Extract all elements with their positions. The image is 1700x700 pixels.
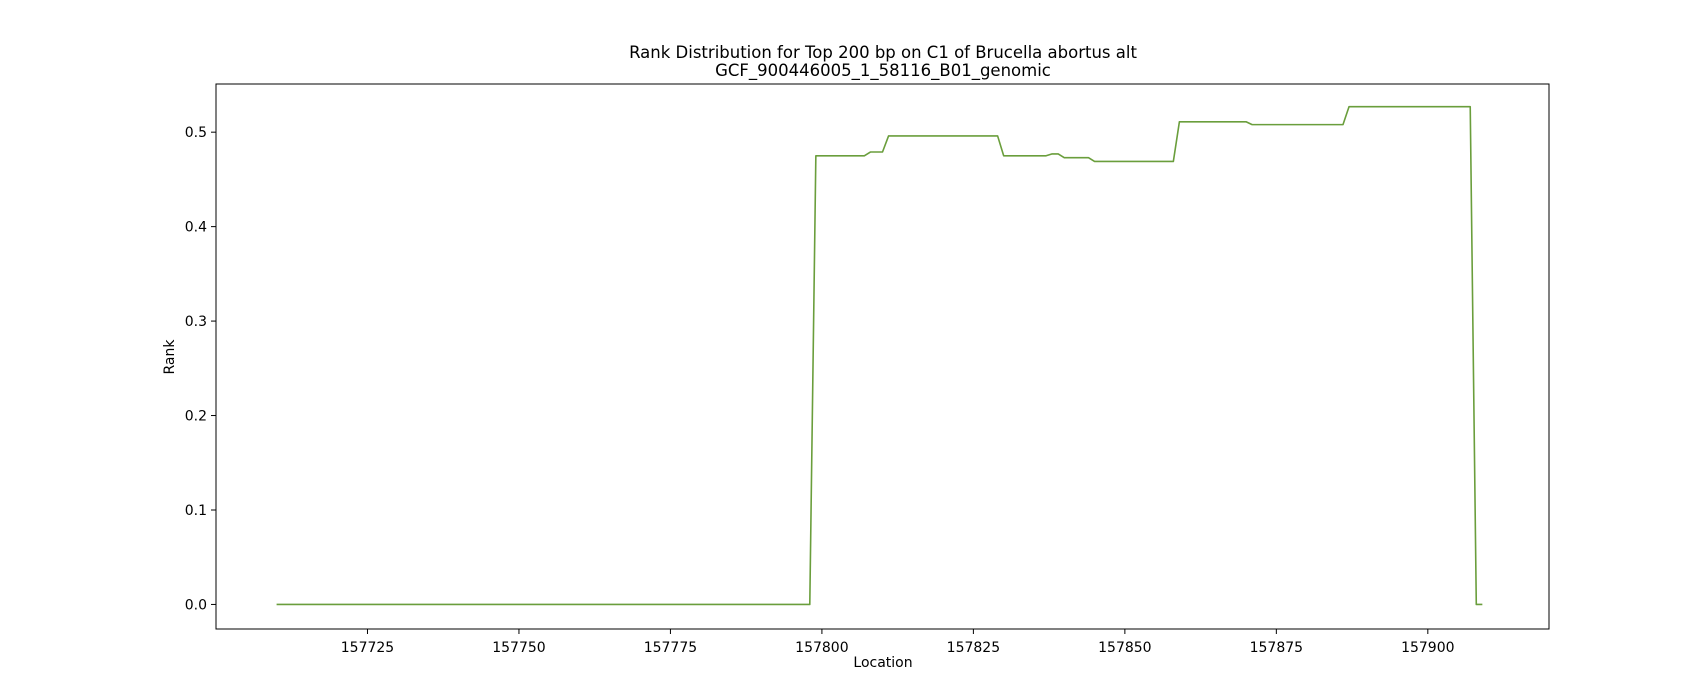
y-tick-label: 0.4 [185,220,207,236]
plot-area [276,105,1483,606]
x-tick-label: 157750 [492,640,545,656]
chart-subtitle: GCF_900446005_1_58116_B01_genomic [715,61,1051,81]
x-tick-label: 157825 [947,640,1000,656]
y-axis-label: Rank [162,339,178,375]
chart-title: Rank Distribution for Top 200 bp on C1 o… [629,43,1137,62]
y-tick-label: 0.2 [185,409,207,425]
plot-frame [215,83,1550,630]
y-tick-label: 0.3 [185,314,207,330]
x-axis: 157725 157750 157775 157800 157825 157850 1578… [341,629,1455,656]
x-tick-label: 157850 [1098,640,1151,656]
x-tick-label: 157775 [644,640,697,656]
x-tick-label: 157725 [341,640,394,656]
x-tick-label: 157800 [795,640,848,656]
x-axis-label: Location [853,655,912,671]
series-line-0 [276,105,1483,606]
x-tick-label: 157900 [1401,640,1454,656]
y-tick-label: 0.0 [185,597,207,613]
y-tick-label: 0.1 [185,503,207,519]
y-tick-label: 0.5 [185,125,207,141]
x-tick-label: 157875 [1250,640,1303,656]
y-axis: 0.0 0.1 0.2 0.3 0.4 0.5 [185,125,216,613]
